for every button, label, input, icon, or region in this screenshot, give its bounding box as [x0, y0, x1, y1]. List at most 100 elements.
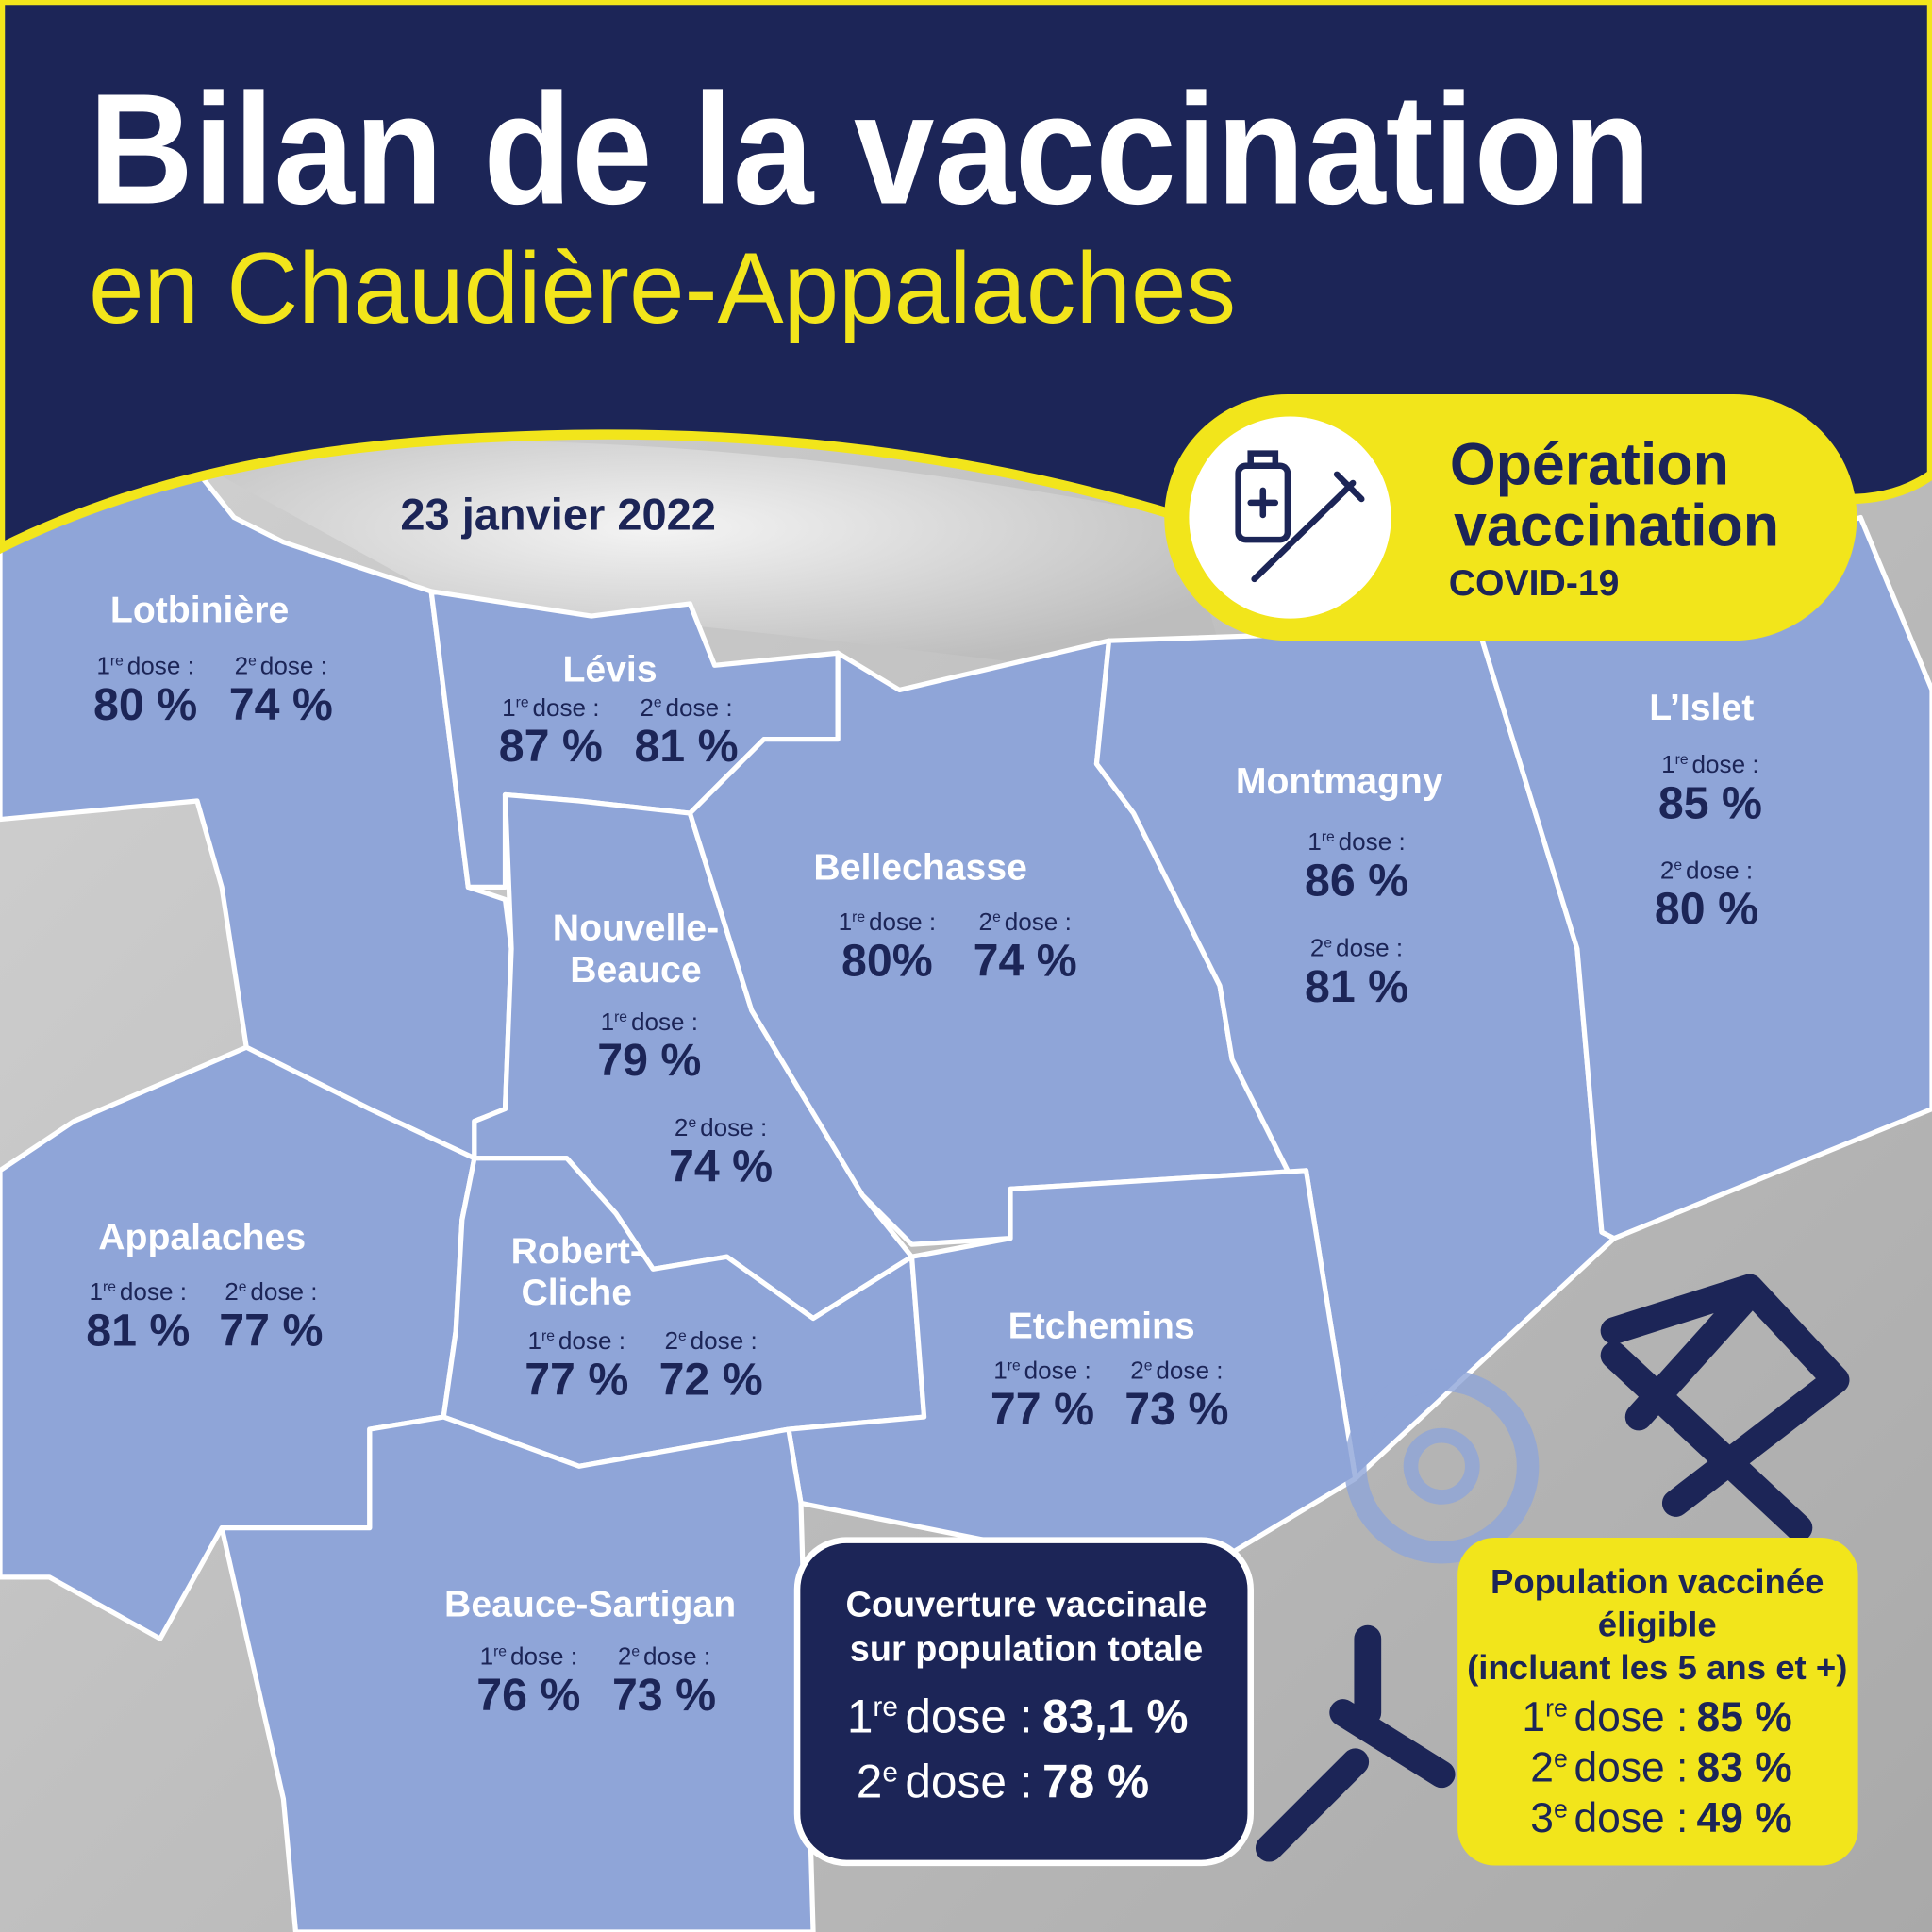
dose-value: 77 % — [219, 1305, 323, 1356]
dose-text: dose : — [558, 1326, 625, 1355]
eligible-title: éligible — [1598, 1606, 1717, 1644]
dose-text: dose : — [1156, 1357, 1223, 1385]
badge-line: Opération — [1450, 431, 1729, 497]
dose-number: 1 — [528, 1326, 542, 1355]
dose-label: 1re dose : — [847, 1690, 1033, 1742]
dose-label: 1re dose : — [1661, 750, 1759, 778]
coverage: Couverture vaccinale sur population total… — [846, 1586, 1208, 1808]
dose-label: 2e dose : — [1530, 1744, 1688, 1791]
eligible-title: (incluant les 5 ans et +) — [1467, 1648, 1847, 1687]
eligible-value: 83 % — [1697, 1745, 1792, 1791]
river — [184, 441, 1233, 691]
dose-text: dose : — [1574, 1694, 1688, 1740]
dose-number: 1 — [993, 1357, 1008, 1385]
coverage-value: 83,1 % — [1042, 1690, 1189, 1742]
coverage-value: 78 % — [1042, 1756, 1149, 1808]
dose-label: 1re dose : — [480, 1642, 578, 1671]
dose-number: 2 — [1130, 1357, 1144, 1385]
dose-label: 1re dose : — [96, 651, 194, 679]
region-name: Cliche — [521, 1273, 632, 1313]
coverage-title: Couverture vaccinale — [846, 1586, 1208, 1625]
eligible-value: 85 % — [1697, 1694, 1792, 1740]
dose-text: dose : — [905, 1756, 1032, 1808]
region-name: Nouvelle- — [553, 908, 719, 949]
dose-label: 1re dose : — [993, 1357, 1091, 1385]
dose-label: 1re dose : — [1307, 827, 1406, 856]
dose-text: dose : — [510, 1642, 577, 1671]
dose-value: 81 % — [86, 1305, 190, 1356]
dose-number: 1 — [601, 1008, 615, 1036]
dose-number: 2 — [979, 908, 993, 936]
region-name: Etchemins — [1008, 1306, 1195, 1346]
dose-number: 1 — [480, 1642, 494, 1671]
dose-label: 2e dose : — [979, 908, 1072, 936]
map — [0, 453, 1932, 1932]
dose-suffix: e — [239, 1279, 247, 1295]
dose-value: 74 % — [229, 679, 333, 730]
dose-suffix: e — [992, 909, 1001, 925]
dose-text: dose : — [1339, 827, 1406, 856]
badge-line: COVID-19 — [1449, 563, 1620, 604]
dose-label: 1re dose : — [601, 1008, 699, 1036]
dose-suffix: re — [1545, 1694, 1568, 1723]
dose-label: 2e dose : — [225, 1277, 317, 1306]
dose-text: dose : — [1574, 1745, 1688, 1791]
dose-number: 1 — [1522, 1694, 1545, 1740]
region-name: Lévis — [562, 649, 657, 690]
dose-value: 76 % — [476, 1670, 580, 1721]
dose-number: 2 — [664, 1326, 678, 1355]
date: 23 janvier 2022 — [400, 490, 716, 540]
dose-label: 2e dose : — [235, 651, 327, 679]
dose-suffix: re — [1008, 1357, 1021, 1374]
region-shape — [1475, 514, 1932, 1241]
dose-suffix: re — [493, 1643, 507, 1659]
dose-text: dose : — [127, 651, 194, 679]
dose-label: 1re dose : — [502, 693, 600, 722]
dose-value: 81 % — [1305, 961, 1408, 1012]
dose-suffix: e — [654, 695, 662, 711]
region-name: Lotbinière — [110, 591, 289, 631]
dose-suffix: re — [1322, 829, 1335, 845]
dose-number: 2 — [1530, 1745, 1554, 1791]
dose-text: dose : — [1686, 856, 1753, 884]
dose-label: 2e dose : — [857, 1756, 1033, 1808]
dose-label: 2e dose : — [640, 693, 732, 722]
dose-suffix: re — [110, 653, 124, 669]
dose-label: 2e dose : — [1660, 856, 1753, 884]
dose-suffix: re — [852, 909, 865, 925]
dose-number: 2 — [857, 1756, 883, 1808]
dose-text: dose : — [631, 1008, 698, 1036]
dose-number: 1 — [502, 693, 516, 722]
dose-value: 85 % — [1658, 777, 1762, 828]
dose-text: dose : — [1024, 1357, 1091, 1385]
dose-suffix: e — [1554, 1795, 1568, 1824]
region-name: Montmagny — [1236, 761, 1443, 802]
dose-label: 1re dose : — [839, 908, 937, 936]
dose-suffix: re — [1675, 752, 1689, 768]
dose-value: 80 % — [93, 679, 197, 730]
dose-suffix: re — [516, 695, 529, 711]
dose-number: 2 — [235, 651, 249, 679]
dose-text: dose : — [1574, 1795, 1688, 1841]
coverage-title: sur population totale — [850, 1630, 1203, 1670]
region-name: Beauce-Sartigan — [444, 1585, 736, 1625]
dose-number: 2 — [618, 1642, 632, 1671]
dose-label: 1re dose : — [1522, 1694, 1688, 1741]
dose-text: dose : — [643, 1642, 710, 1671]
coverage-box — [793, 1537, 1254, 1867]
badge: Opération vaccination COVID-19 — [1164, 393, 1857, 641]
dose-text: dose : — [905, 1690, 1032, 1742]
eligible-title: Population vaccinée — [1491, 1562, 1824, 1601]
dose-value: 80% — [841, 935, 933, 986]
dose-label: 2e dose : — [1130, 1357, 1223, 1385]
dose-value: 77 % — [991, 1384, 1094, 1435]
dose-number: 1 — [96, 651, 110, 679]
